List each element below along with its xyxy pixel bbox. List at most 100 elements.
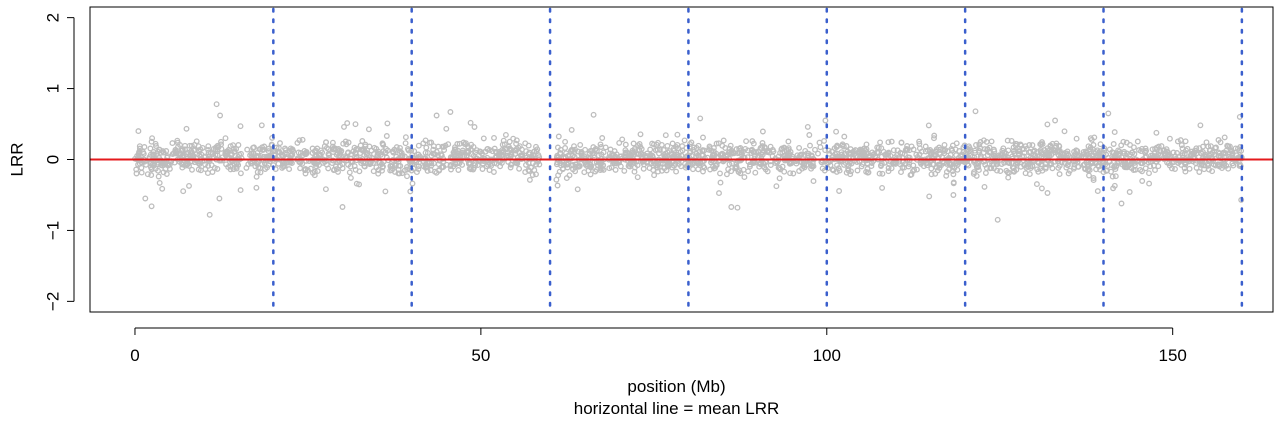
data-point bbox=[898, 169, 904, 176]
data-point bbox=[258, 122, 265, 129]
data-point bbox=[972, 108, 979, 115]
data-point bbox=[1237, 161, 1243, 168]
data-point bbox=[712, 162, 719, 169]
data-point bbox=[195, 160, 202, 167]
data-point bbox=[393, 144, 400, 151]
data-point bbox=[888, 138, 895, 145]
data-point bbox=[776, 175, 783, 182]
data-point bbox=[442, 142, 449, 149]
data-point bbox=[350, 148, 357, 155]
data-point bbox=[877, 139, 884, 146]
data-point bbox=[630, 140, 637, 147]
data-point bbox=[172, 146, 179, 153]
data-point bbox=[433, 169, 440, 176]
data-point bbox=[674, 151, 681, 158]
data-point bbox=[447, 109, 454, 115]
data-point bbox=[401, 167, 408, 174]
data-point bbox=[613, 151, 620, 158]
data-point bbox=[149, 135, 156, 142]
data-point bbox=[868, 163, 875, 170]
data-point bbox=[1094, 152, 1101, 159]
data-point bbox=[499, 147, 506, 153]
data-point bbox=[925, 122, 932, 129]
data-point bbox=[1086, 172, 1092, 179]
data-point bbox=[806, 132, 813, 138]
data-point bbox=[638, 151, 645, 158]
data-point bbox=[743, 138, 750, 145]
data-point bbox=[302, 170, 309, 177]
data-point bbox=[598, 166, 605, 173]
data-point bbox=[383, 133, 390, 139]
data-point bbox=[159, 185, 166, 192]
data-point bbox=[205, 146, 212, 153]
data-point bbox=[156, 179, 163, 186]
data-point bbox=[874, 149, 881, 156]
data-point bbox=[1011, 167, 1018, 174]
data-point bbox=[885, 165, 892, 171]
data-point bbox=[879, 184, 886, 191]
data-point bbox=[973, 142, 979, 148]
data-point bbox=[908, 171, 915, 178]
data-point bbox=[631, 146, 638, 153]
data-point bbox=[329, 160, 336, 167]
data-point bbox=[838, 149, 845, 156]
data-point bbox=[1043, 151, 1050, 158]
data-point bbox=[265, 145, 272, 152]
y-tick-label: 2 bbox=[43, 13, 62, 22]
data-point bbox=[409, 180, 416, 187]
data-point bbox=[647, 146, 654, 153]
data-point bbox=[1168, 165, 1175, 172]
data-point bbox=[1146, 180, 1153, 187]
data-point bbox=[210, 146, 217, 152]
data-point bbox=[1172, 166, 1178, 172]
data-point bbox=[312, 160, 319, 167]
data-point bbox=[563, 150, 570, 157]
data-point bbox=[1090, 142, 1097, 148]
data-point bbox=[1093, 166, 1100, 173]
data-point bbox=[584, 160, 590, 167]
data-point bbox=[562, 138, 569, 145]
data-point bbox=[217, 112, 224, 119]
data-point bbox=[326, 152, 333, 159]
data-point bbox=[971, 169, 977, 176]
data-point bbox=[297, 165, 304, 172]
data-point bbox=[1004, 137, 1011, 144]
data-point bbox=[999, 147, 1006, 154]
data-point bbox=[848, 168, 854, 175]
data-point bbox=[1174, 150, 1180, 156]
data-point bbox=[153, 143, 159, 149]
data-point bbox=[675, 145, 681, 152]
data-point bbox=[186, 162, 192, 169]
data-point bbox=[790, 170, 797, 177]
data-point bbox=[587, 171, 594, 178]
data-point bbox=[1094, 188, 1101, 195]
y-tick-label: −1 bbox=[43, 221, 62, 240]
data-point bbox=[486, 167, 493, 174]
data-point bbox=[711, 148, 717, 155]
data-point bbox=[1151, 150, 1158, 157]
data-point bbox=[434, 152, 441, 159]
data-point bbox=[785, 152, 792, 159]
y-axis-label: LRR bbox=[7, 142, 26, 176]
data-point bbox=[380, 148, 387, 155]
data-point bbox=[988, 138, 995, 145]
data-point bbox=[148, 172, 155, 179]
data-point bbox=[254, 149, 261, 156]
data-point bbox=[347, 155, 354, 162]
data-point bbox=[1134, 138, 1141, 145]
data-point bbox=[922, 143, 929, 150]
data-point bbox=[159, 162, 166, 169]
data-point bbox=[953, 140, 960, 147]
data-point bbox=[864, 165, 871, 172]
data-point bbox=[737, 144, 744, 151]
data-point bbox=[1124, 150, 1130, 157]
data-point bbox=[1223, 162, 1230, 169]
data-point bbox=[973, 172, 980, 179]
data-point bbox=[1198, 150, 1205, 156]
data-point bbox=[809, 163, 816, 170]
data-point bbox=[224, 149, 231, 156]
data-point bbox=[491, 134, 497, 141]
data-point bbox=[1220, 150, 1227, 157]
data-point bbox=[729, 160, 736, 167]
data-point bbox=[727, 142, 734, 149]
